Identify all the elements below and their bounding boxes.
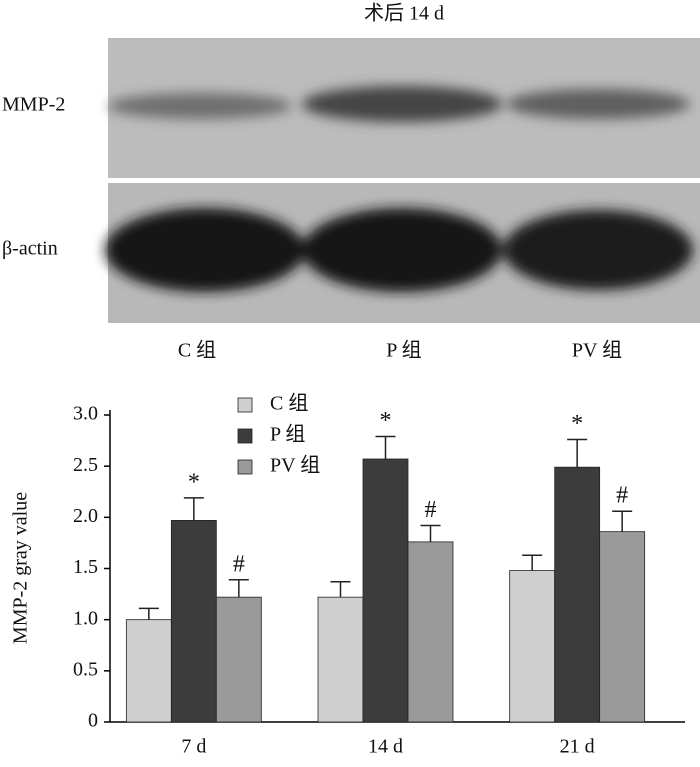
y-tick-label: 1.5 — [73, 556, 98, 578]
y-tick-label: 0.5 — [73, 658, 98, 680]
significance-marker: # — [616, 483, 628, 509]
significance-marker: * — [188, 469, 200, 495]
blot-title: 术后 14 d — [364, 2, 444, 25]
band — [108, 93, 292, 119]
y-tick-label: 3.0 — [73, 403, 98, 425]
legend-swatch — [237, 459, 253, 475]
significance-marker: * — [571, 411, 583, 437]
legend-swatch — [237, 428, 253, 444]
band — [302, 208, 502, 292]
legend-swatch — [237, 397, 253, 413]
x-tick-label: 14 d — [368, 736, 403, 758]
bar — [407, 541, 454, 723]
x-tick-label: 21 d — [560, 736, 595, 758]
y-tick-label: 2.5 — [73, 454, 98, 476]
bar — [362, 458, 409, 723]
blot-row-label: MMP-2 — [2, 94, 65, 116]
x-tick-label: 7 d — [181, 736, 206, 758]
bands — [105, 86, 693, 292]
legend-label: P 组 — [270, 423, 305, 446]
y-tick-label: 0 — [88, 710, 98, 732]
blot-lane-label: PV 组 — [572, 339, 622, 362]
significance-marker: # — [233, 551, 245, 577]
band — [506, 89, 690, 119]
bar — [554, 466, 601, 723]
legend-label: PV 组 — [270, 454, 320, 477]
y-tick-label: 2.0 — [73, 505, 98, 527]
blot-row-label: β-actin — [2, 238, 58, 260]
legend-label: C 组 — [270, 392, 308, 415]
bar — [170, 520, 217, 723]
blot-lane-label: C 组 — [178, 339, 216, 362]
band — [302, 86, 502, 122]
bar — [317, 596, 364, 723]
bar — [215, 596, 262, 723]
bar — [125, 619, 172, 723]
band — [105, 208, 305, 292]
significance-marker: * — [380, 408, 392, 434]
y-axis-label: MMP-2 gray value — [10, 492, 32, 644]
band — [503, 210, 693, 290]
y-tick-label: 1.0 — [73, 607, 98, 629]
significance-marker: # — [425, 497, 437, 523]
blot-lane-label: P 组 — [386, 339, 421, 362]
bar — [509, 570, 556, 723]
bar — [599, 531, 646, 723]
